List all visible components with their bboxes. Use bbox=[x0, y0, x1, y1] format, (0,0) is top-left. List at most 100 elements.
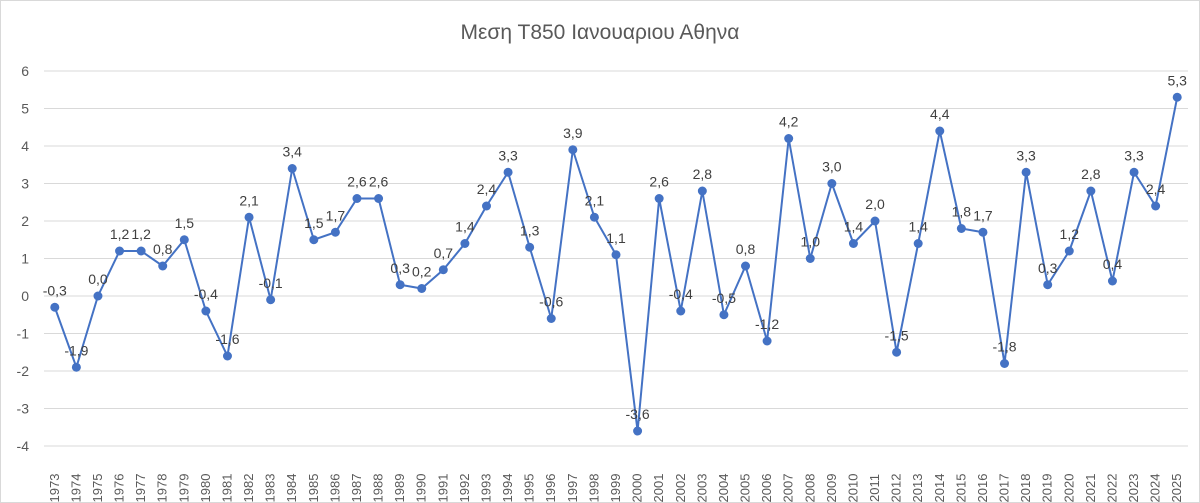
x-tick-label: 2016 bbox=[975, 474, 990, 502]
x-tick-label: 2024 bbox=[1148, 474, 1163, 502]
data-point bbox=[417, 284, 427, 293]
x-tick-label: 2005 bbox=[738, 474, 753, 502]
x-tick-label: 1984 bbox=[284, 474, 299, 502]
x-tick-label: 1987 bbox=[349, 474, 364, 502]
data-label: 1,2 bbox=[1060, 226, 1080, 242]
data-point bbox=[935, 126, 945, 136]
chart-title: Μεση Τ850 Ιανουαριου Αθηνα bbox=[461, 21, 740, 44]
data-label: 1,7 bbox=[973, 207, 993, 223]
x-tick-label: 1982 bbox=[241, 474, 256, 502]
x-tick-label: 2020 bbox=[1061, 474, 1076, 502]
y-tick-label: 1 bbox=[21, 251, 29, 267]
data-label: 1,5 bbox=[175, 215, 195, 231]
data-point bbox=[697, 186, 707, 196]
data-point bbox=[978, 227, 988, 237]
data-point bbox=[201, 306, 211, 316]
x-tick-label: 1981 bbox=[219, 474, 234, 502]
data-point bbox=[158, 261, 168, 271]
series-line bbox=[53, 97, 1179, 432]
x-tick-label: 2014 bbox=[932, 474, 947, 502]
data-label: -0,4 bbox=[669, 286, 693, 302]
x-tick-label: 2025 bbox=[1169, 474, 1184, 502]
data-point bbox=[892, 347, 902, 357]
data-point bbox=[1021, 167, 1031, 177]
data-point bbox=[93, 291, 103, 301]
x-tick-label: 2013 bbox=[910, 474, 925, 502]
y-tick-label: -1 bbox=[17, 326, 30, 342]
data-point bbox=[481, 201, 491, 211]
data-label: -0,5 bbox=[712, 290, 736, 306]
data-label: 3,9 bbox=[563, 125, 583, 141]
data-label: 0,2 bbox=[412, 264, 432, 280]
x-tick-label: 1977 bbox=[133, 474, 148, 502]
data-point bbox=[438, 265, 448, 275]
data-point bbox=[352, 194, 362, 203]
data-label: 2,6 bbox=[347, 174, 367, 190]
x-tick-label: 2002 bbox=[673, 474, 688, 502]
data-point bbox=[1000, 359, 1010, 368]
x-tick-label: 1974 bbox=[68, 474, 83, 502]
data-label: -1,6 bbox=[215, 331, 239, 347]
data-label: 0,7 bbox=[434, 245, 454, 261]
data-point bbox=[568, 145, 578, 155]
x-tick-label: 2001 bbox=[651, 474, 666, 502]
y-tick-label: 0 bbox=[21, 288, 29, 304]
y-axis-ticks: -4 -3 -2 -1 0 1 2 3 4 5 6 bbox=[17, 63, 30, 454]
data-point bbox=[395, 280, 405, 290]
x-tick-label: 1979 bbox=[176, 474, 191, 502]
data-label: -0,4 bbox=[194, 286, 218, 302]
x-tick-label: 1973 bbox=[47, 474, 62, 502]
x-tick-label: 1992 bbox=[457, 474, 472, 502]
data-label: 2,4 bbox=[477, 181, 497, 197]
data-point bbox=[287, 164, 297, 173]
data-label: 2,0 bbox=[865, 196, 885, 212]
x-tick-label: 2003 bbox=[694, 474, 709, 502]
data-label: 1,2 bbox=[131, 226, 151, 242]
x-tick-label: 1996 bbox=[543, 474, 558, 502]
data-point bbox=[741, 261, 751, 271]
data-label: 1,4 bbox=[455, 219, 475, 235]
data-label: 2,6 bbox=[649, 174, 669, 190]
data-point bbox=[1064, 246, 1074, 256]
y-tick-label: 4 bbox=[21, 138, 29, 154]
x-tick-label: 2009 bbox=[824, 474, 839, 502]
x-tick-label: 2019 bbox=[1040, 474, 1055, 502]
data-label: 1,8 bbox=[952, 204, 972, 220]
x-tick-label: 2022 bbox=[1104, 474, 1119, 502]
data-point bbox=[719, 310, 729, 320]
data-point bbox=[1172, 92, 1182, 102]
data-point bbox=[222, 351, 232, 361]
data-label: -3,6 bbox=[626, 406, 650, 422]
data-point bbox=[50, 302, 60, 312]
data-label: 1,2 bbox=[110, 226, 130, 242]
x-tick-label: 1983 bbox=[263, 474, 278, 502]
data-label: 1,0 bbox=[801, 234, 821, 250]
data-label: 2,1 bbox=[239, 192, 259, 208]
data-point bbox=[525, 242, 535, 252]
x-tick-label: 2006 bbox=[759, 474, 774, 502]
data-label: 3,3 bbox=[1124, 147, 1144, 163]
data-label: 4,4 bbox=[930, 106, 950, 122]
data-point bbox=[71, 362, 81, 372]
data-point bbox=[654, 194, 664, 203]
x-tick-label: 1993 bbox=[478, 474, 493, 502]
data-point bbox=[244, 212, 254, 222]
data-label: 2,6 bbox=[369, 174, 389, 190]
data-point bbox=[330, 227, 340, 237]
y-tick-label: 6 bbox=[21, 63, 29, 79]
data-point bbox=[913, 239, 923, 248]
data-point bbox=[1129, 167, 1139, 177]
data-point bbox=[611, 250, 621, 260]
data-label: 2,8 bbox=[693, 166, 713, 182]
data-label: 2,4 bbox=[1146, 181, 1166, 197]
x-tick-label: 2010 bbox=[845, 474, 860, 502]
data-label: 0,8 bbox=[153, 241, 173, 257]
x-tick-label: 2011 bbox=[867, 474, 882, 502]
x-tick-label: 1998 bbox=[586, 474, 601, 502]
x-tick-label: 2021 bbox=[1083, 474, 1098, 502]
data-point bbox=[633, 426, 643, 436]
x-tick-label: 1991 bbox=[435, 474, 450, 502]
data-label: -0,3 bbox=[43, 282, 67, 298]
data-label: -0,6 bbox=[539, 294, 563, 310]
